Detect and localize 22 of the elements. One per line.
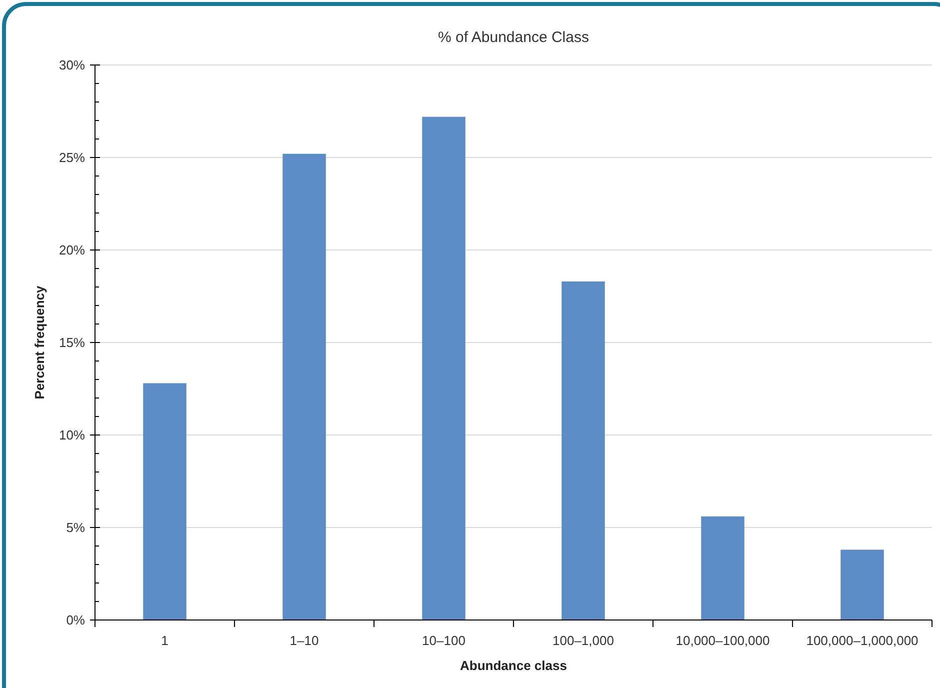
x-tick-label: 10,000–100,000	[676, 633, 770, 648]
y-tick-label: 30%	[58, 58, 86, 73]
bar	[701, 516, 744, 620]
x-tick-label: 10–100	[422, 633, 466, 648]
x-tick-label: 100,000–1,000,000	[806, 633, 918, 648]
bar	[422, 116, 466, 620]
y-axis-title: Percent frequency	[32, 285, 47, 400]
bar	[562, 281, 605, 620]
bar	[840, 550, 884, 620]
y-tick-label: 0%	[66, 612, 86, 628]
x-axis-title: Abundance class	[460, 658, 567, 673]
y-tick-label: 10%	[58, 428, 86, 443]
x-tick-label: 1–10	[290, 633, 319, 648]
y-tick-label: 20%	[58, 242, 86, 258]
x-tick-label: 100–1,000	[552, 633, 614, 648]
bar	[282, 154, 326, 620]
y-tick-label: 5%	[66, 520, 86, 536]
bar	[143, 383, 186, 620]
chart-title: % of Abundance Class	[438, 29, 589, 46]
y-tick-label: 15%	[58, 335, 86, 350]
x-tick-label: 1	[161, 633, 168, 648]
y-tick-label: 25%	[58, 150, 86, 166]
